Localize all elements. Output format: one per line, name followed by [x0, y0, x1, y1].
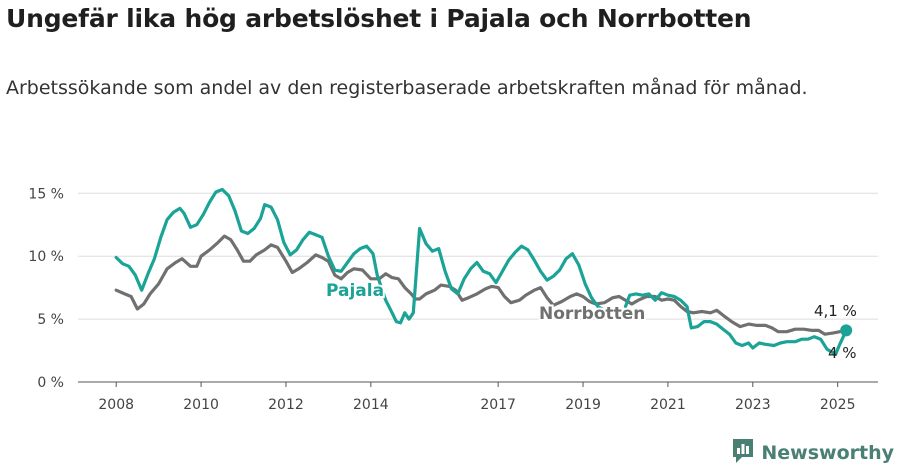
- series-line-pajala: [623, 291, 848, 356]
- y-tick-label: 0 %: [37, 375, 64, 391]
- x-tick-label: 2008: [98, 397, 134, 413]
- brand-name: Newsworthy: [761, 442, 894, 464]
- end-label-norrbotten: 4 %: [828, 344, 857, 362]
- x-tick-label: 2010: [183, 397, 219, 413]
- y-tick-label: 5 %: [37, 312, 64, 328]
- x-tick-label: 2025: [820, 397, 856, 413]
- x-axis: 2008 2010 2012 2014 2017 2019 2021 2023 2025: [98, 382, 856, 413]
- series-line-norrbotten: [114, 234, 842, 336]
- chart-grid: [78, 192, 878, 383]
- newsworthy-logo-icon: [731, 438, 755, 468]
- series-label-norrbotten: Norrbotten: [539, 304, 645, 324]
- y-tick-label: 10 %: [28, 249, 64, 265]
- x-tick-label: 2014: [353, 397, 389, 413]
- x-tick-label: 2019: [565, 397, 601, 413]
- y-tick-label: 15 %: [28, 186, 64, 202]
- x-tick-label: 2023: [735, 397, 771, 413]
- x-tick-label: 2012: [268, 397, 304, 413]
- series-label-pajala: Pajala: [326, 281, 384, 301]
- x-tick-label: 2021: [650, 397, 686, 413]
- end-label-pajala: 4,1 %: [814, 302, 857, 320]
- series-lines: [114, 187, 853, 356]
- page-title: Ungefär lika hög arbetslöshet i Pajala o…: [6, 4, 752, 33]
- series-line-pajala: [114, 187, 604, 325]
- chart-subtitle: Arbetssökande som andel av den registerb…: [6, 77, 808, 99]
- brand-logo: Newsworthy: [731, 438, 894, 468]
- x-tick-label: 2017: [480, 397, 516, 413]
- y-axis: 0 % 5 % 10 % 15 %: [28, 186, 64, 391]
- end-point-pajala: [840, 324, 853, 337]
